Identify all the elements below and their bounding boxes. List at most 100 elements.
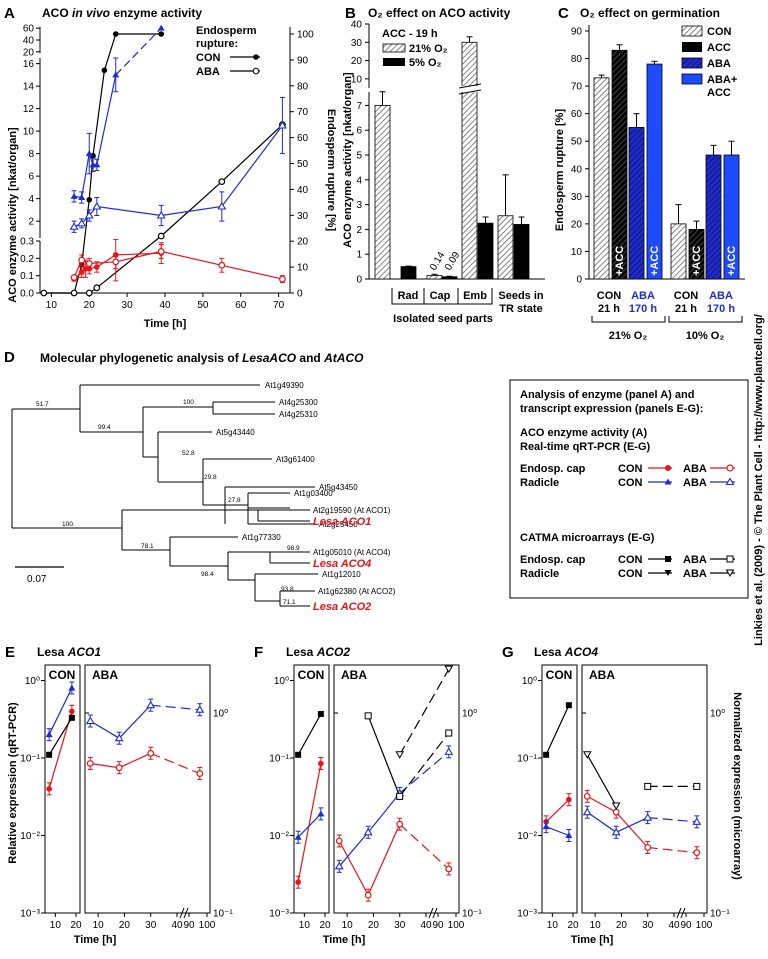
panel-b-title: O₂ effect on ACO activity	[368, 6, 511, 20]
xtick-label: 100	[696, 920, 713, 931]
ytick-label: 2	[28, 217, 34, 228]
point-aba-rupture	[93, 284, 101, 292]
ytick-label: 10⁻³	[20, 909, 40, 920]
tree-aco4-clade	[228, 551, 310, 564]
bootstrap: 78.1	[141, 543, 154, 550]
xtick-label: 10	[299, 920, 311, 931]
ytick-label: 90	[571, 27, 583, 38]
point-rad-aba	[156, 210, 166, 219]
legend-b-21: 21% O₂	[409, 43, 448, 55]
ytick-label: 40	[351, 20, 363, 31]
axis-break-mark	[179, 907, 185, 919]
series-line-dash	[399, 751, 450, 794]
ytick-label: 0.2	[20, 254, 34, 265]
panel-a-lines	[40, 24, 287, 297]
series-point	[363, 827, 373, 836]
series-point	[582, 751, 592, 759]
series-point	[317, 710, 324, 717]
point-cap-aba	[70, 274, 78, 281]
series-point	[612, 808, 620, 816]
xtick-label: 20	[368, 920, 380, 931]
gene-title: Lesa ACO1	[37, 645, 101, 659]
y2tick-label: 90	[297, 55, 309, 66]
tree-scale-label: 0.07	[27, 574, 47, 585]
xtick-label: 10	[590, 920, 602, 931]
bootstrap: 98.9	[287, 545, 300, 552]
point-con-rupture	[86, 196, 93, 203]
xtick-label: 40	[668, 920, 680, 931]
series-point	[317, 810, 325, 817]
line-rad-aba	[73, 125, 283, 228]
xtick-label: 30	[394, 920, 406, 931]
legend-a-aba-marker	[252, 67, 260, 75]
aba-label: ABA	[341, 668, 367, 682]
series-point	[334, 861, 344, 870]
legend-a-con: CON	[196, 52, 221, 64]
xtick-label: 100	[448, 920, 465, 931]
series-point	[445, 865, 453, 873]
panel-letter-b: B	[345, 5, 356, 22]
series-point	[396, 820, 404, 828]
legend-c-swatch-aba	[681, 57, 703, 69]
c-g1-b: 21 h	[598, 303, 620, 315]
leaf-label: At1g77330	[242, 533, 281, 542]
point-con-rupture	[101, 67, 108, 74]
point-rad-aba	[77, 218, 87, 227]
ytick-label: 0.1	[20, 271, 34, 282]
series-point	[644, 782, 652, 790]
ytick-label: 10⁻²	[517, 831, 537, 842]
gene-title: Lesa ACO2	[286, 645, 350, 659]
legend-c-swatch-con	[681, 25, 703, 37]
series-point	[611, 802, 621, 811]
legend-c-abaacc-1: ABA+	[707, 74, 737, 86]
series-line	[297, 713, 322, 756]
panel-c-xaxis: CON 21 h ABA 170 h CON 21 h ABA 170 h 21…	[591, 290, 743, 342]
series-point	[582, 807, 592, 816]
bar-acc-label: +ACC	[649, 246, 661, 276]
leaf-label-lesa-aco1: Lesa ACO1	[313, 516, 371, 528]
xtick-label: 20	[319, 920, 331, 931]
ytick-label: 10	[571, 247, 583, 258]
panel-b-bars	[374, 36, 530, 280]
panel-d: D Molecular phylogenetic analysis of Les…	[4, 349, 749, 613]
series-point	[318, 760, 324, 767]
ytick-label: 30	[571, 192, 583, 203]
xtick-label: 20	[567, 920, 579, 931]
point-aba-rupture	[40, 289, 48, 297]
con-frame	[44, 664, 81, 914]
legend-box: Analysis of enzyme (panel A) and transcr…	[509, 379, 749, 599]
tree-leaf-labels: At1g49390 At4g25300 At4g25310 At5g43440 …	[216, 381, 396, 596]
line-rad-con-dash	[115, 27, 162, 76]
series-point	[295, 751, 302, 758]
group-tr-2: TR state	[499, 303, 542, 315]
panel-letter: F	[254, 644, 263, 661]
xtick-label: 60	[235, 300, 247, 311]
axis-break-mark	[428, 907, 434, 919]
xtick-label: 40	[420, 920, 432, 931]
ytick-label: 8	[28, 149, 34, 160]
tree-n4	[158, 459, 204, 505]
legend-box-rad-con: CON	[618, 477, 643, 489]
legend-cap-con-marker	[665, 465, 671, 471]
point-aba-rupture	[157, 232, 165, 240]
legend-box-rad2: Radicle	[520, 568, 559, 580]
bar-5	[441, 276, 458, 280]
y2tick-label: 10⁰	[710, 709, 725, 720]
panel-c-legend: CON ACC ABA ABA+ ACC	[681, 25, 737, 99]
y2tick-label: 10⁻¹	[462, 909, 482, 920]
leaf-label: At5g43440	[216, 428, 255, 437]
point-rad-con	[112, 71, 120, 78]
legend-box-cap-aba: ABA	[683, 463, 707, 475]
y2tick-label: 50	[297, 159, 309, 170]
panel-letter: G	[502, 644, 514, 661]
xtick-label: 90	[183, 920, 195, 931]
group-tr-1: Seeds in	[498, 290, 544, 302]
series-point	[85, 716, 95, 725]
label-cap-21: 0.14	[428, 250, 447, 273]
aba-frame	[333, 664, 460, 914]
panel-b-legend: ACC - 19 h 21% O₂ 5% O₂	[382, 28, 448, 69]
series-point	[445, 729, 453, 737]
legend-rad-aba-marker	[725, 477, 735, 486]
c-g2-b: 21 h	[675, 303, 697, 315]
legend-c-acc: ACC	[707, 42, 731, 54]
